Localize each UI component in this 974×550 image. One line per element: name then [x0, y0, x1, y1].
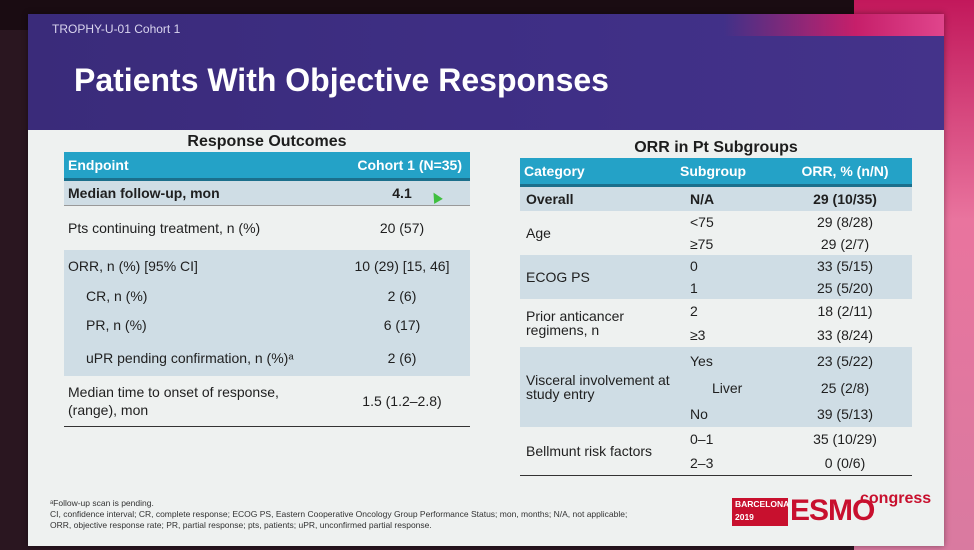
header-subgroup: Subgroup	[680, 163, 747, 179]
subgroup-row: 1 25 (5/20)	[674, 277, 912, 299]
subgroup-label: ≥3	[690, 327, 706, 343]
group-prior-regimens: Prior anticancer regimens, n 2 18 (2/11)…	[520, 299, 912, 347]
category-label: Age	[526, 225, 551, 241]
slide-title: Patients With Objective Responses	[74, 62, 609, 98]
row-label: CR, n (%)	[86, 288, 148, 304]
subgroup-row: ≥3 33 (8/24)	[674, 323, 912, 347]
subgroup-label: Yes	[690, 353, 713, 369]
esmo-logo: BARCELONA 2019 ESMO congress	[732, 490, 932, 534]
group-overall: Overall N/A 29 (10/35)	[520, 187, 912, 211]
orr-block: ORR, n (%) [95% CI] 10 (29) [15, 46] CR,…	[64, 250, 470, 376]
subgroup-row: 2–3 0 (0/6)	[674, 451, 912, 475]
right-table-header: Category Subgroup ORR, % (n/N)	[520, 158, 912, 187]
subgroup-label: 0–1	[690, 431, 714, 447]
subgroup-label: 2–3	[690, 455, 714, 471]
subgroup-value: 29 (2/7)	[820, 236, 870, 252]
right-table-title: ORR in Pt Subgroups	[634, 139, 798, 156]
row-value: 20 (57)	[379, 220, 425, 236]
row-label: Pts continuing treatment, n (%)	[68, 220, 261, 236]
orr-subgroups-table: ORR in Pt Subgroups Category Subgroup OR…	[520, 138, 912, 476]
table-row: Median time to onset of response, (range…	[64, 376, 470, 427]
subgroup-value: 35 (10/29)	[813, 431, 877, 447]
category-label: Overall	[526, 191, 574, 207]
table-row: Median follow-up, mon 4.1	[64, 181, 470, 205]
header-category: Category	[524, 163, 585, 179]
category-label: ECOG PS	[526, 269, 590, 285]
slide: TROPHY-U-01 Cohort 1 Patients With Objec…	[28, 14, 944, 546]
subgroup-row: Liver 25 (2/8)	[674, 375, 912, 401]
subgroup-value: 25 (2/8)	[820, 380, 870, 396]
row-label: uPR pending confirmation, n (%)ᵃ	[86, 350, 294, 366]
logo-brand: ESMO	[790, 494, 875, 527]
subgroup-value: 33 (8/24)	[816, 327, 874, 343]
footnote-line: CI, confidence interval; CR, complete re…	[50, 509, 628, 519]
row-value: 2 (6)	[387, 350, 417, 366]
subgroup-value: 39 (5/13)	[816, 406, 874, 422]
subgroup-row: Yes 23 (5/22)	[674, 347, 912, 375]
group-ecog: ECOG PS 0 33 (5/15) 1 25 (5/20)	[520, 255, 912, 299]
footnote-line: ORR, objective response rate; PR, partia…	[50, 520, 432, 530]
subgroup-row: No 39 (5/13)	[674, 401, 912, 427]
study-label: TROPHY-U-01 Cohort 1	[52, 22, 181, 36]
table-row: CR, n (%) 2 (6)	[64, 282, 470, 310]
subgroup-value: 33 (5/15)	[816, 258, 874, 274]
logo-city-badge: BARCELONA 2019	[732, 498, 790, 526]
subgroup-label: Liver	[712, 380, 743, 396]
row-label: ORR, n (%) [95% CI]	[68, 258, 198, 274]
subgroup-label: N/A	[690, 191, 715, 207]
subgroup-value: 0 (0/6)	[824, 455, 866, 471]
group-age: Age <75 29 (8/28) ≥75 29 (2/7)	[520, 211, 912, 255]
response-outcomes-table: Response Outcomes Endpoint Cohort 1 (N=3…	[64, 132, 470, 427]
category-label: Prior anticancer regimens, n	[526, 308, 625, 338]
subgroup-value: 29 (10/35)	[813, 191, 877, 207]
row-value: 2 (6)	[387, 288, 417, 304]
row-label: Median follow-up, mon	[68, 185, 220, 201]
logo-year: 2019	[735, 512, 754, 522]
category-label: Visceral involvement at study entry	[526, 372, 670, 402]
header-endpoint: Endpoint	[68, 157, 129, 173]
group-bellmunt: Bellmunt risk factors 0–1 35 (10/29) 2–3…	[520, 427, 912, 476]
subgroup-row: <75 29 (8/28)	[674, 211, 912, 233]
subgroup-row: 2 18 (2/11)	[674, 299, 912, 323]
subgroup-label: 2	[690, 303, 698, 319]
pink-swoosh-decoration	[724, 14, 944, 36]
left-table-title: Response Outcomes	[187, 133, 347, 150]
header-cohort: Cohort 1 (N=35)	[357, 157, 462, 173]
row-value: 4.1	[392, 185, 412, 201]
subgroup-row: 0 33 (5/15)	[674, 255, 912, 277]
subgroup-row: ≥75 29 (2/7)	[674, 233, 912, 255]
title-banner: TROPHY-U-01 Cohort 1 Patients With Objec…	[28, 14, 944, 130]
subgroup-row: 0–1 35 (10/29)	[674, 427, 912, 451]
row-label: PR, n (%)	[86, 317, 147, 333]
category-label: Bellmunt risk factors	[526, 443, 653, 459]
logo-congress: congress	[860, 490, 932, 507]
logo-city: BARCELONA	[735, 499, 790, 509]
row-label: Median time to onset of response, (range…	[68, 384, 279, 418]
table-row: PR, n (%) 6 (17)	[64, 310, 470, 340]
subgroup-value: 29 (8/28)	[816, 214, 874, 230]
subgroup-label: No	[690, 406, 708, 422]
footnotes: ᵃFollow-up scan is pending. CI, confiden…	[50, 498, 710, 531]
table-row: Pts continuing treatment, n (%) 20 (57)	[64, 205, 470, 250]
subgroup-value: 25 (5/20)	[816, 280, 874, 296]
footnote-line: ᵃFollow-up scan is pending.	[50, 498, 154, 508]
table-row: uPR pending confirmation, n (%)ᵃ 2 (6)	[64, 340, 470, 376]
subgroup-label: 1	[690, 280, 698, 296]
left-table-header: Endpoint Cohort 1 (N=35)	[64, 152, 470, 181]
group-visceral: Visceral involvement at study entry Yes …	[520, 347, 912, 427]
subgroup-row: N/A 29 (10/35)	[674, 187, 912, 211]
subgroup-label: 0	[690, 258, 698, 274]
row-value: 1.5 (1.2–2.8)	[362, 393, 442, 409]
subgroup-value: 18 (2/11)	[817, 303, 873, 319]
row-value: 6 (17)	[383, 317, 421, 333]
header-orr: ORR, % (n/N)	[801, 163, 889, 179]
table-row: ORR, n (%) [95% CI] 10 (29) [15, 46]	[64, 250, 470, 282]
subgroup-label: ≥75	[690, 236, 714, 252]
subgroup-label: <75	[690, 214, 714, 230]
subgroup-value: 23 (5/22)	[816, 353, 874, 369]
row-value: 10 (29) [15, 46]	[354, 258, 450, 274]
